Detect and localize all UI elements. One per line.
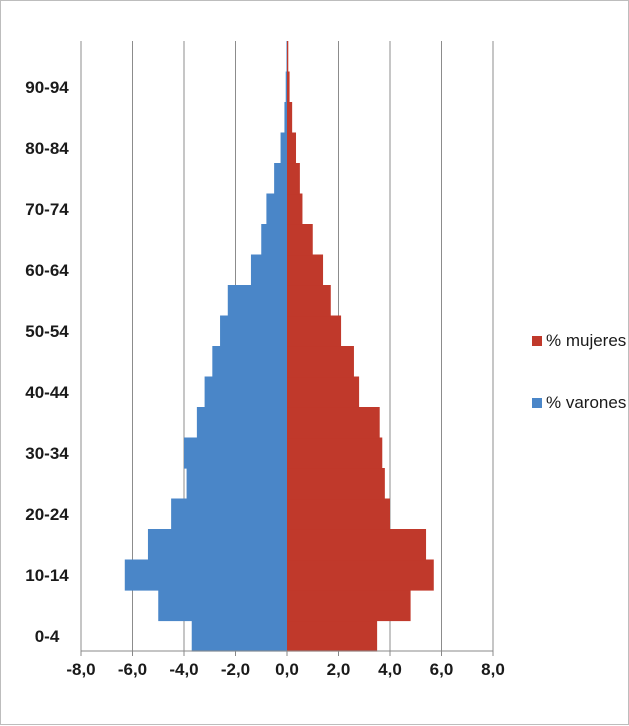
bar-mujeres-90-94 — [287, 71, 290, 103]
bar-varones-50-54 — [220, 315, 287, 347]
bar-varones-60-64 — [250, 254, 287, 286]
legend-swatch — [532, 398, 542, 408]
y-tick-label: 30-34 — [25, 444, 69, 463]
bar-mujeres-95-99 — [287, 41, 289, 73]
bar-varones-35-39 — [196, 407, 287, 439]
y-tick-label: 50-54 — [25, 322, 69, 341]
bar-mujeres-85-89 — [287, 102, 293, 134]
x-tick-label: -4,0 — [169, 660, 198, 679]
bar-varones-15-19 — [147, 529, 287, 561]
x-tick-label: 0,0 — [275, 660, 299, 679]
y-tick-label: 80-84 — [25, 139, 69, 158]
bar-varones-5-9 — [158, 590, 287, 622]
bar-mujeres-25-29 — [287, 468, 385, 500]
bar-varones-75-79 — [274, 163, 287, 195]
legend-swatch — [532, 336, 542, 346]
bar-mujeres-20-24 — [287, 498, 390, 530]
y-tick-label: 10-14 — [25, 566, 69, 585]
y-tick-label: 90-94 — [25, 78, 69, 97]
x-tick-label: -6,0 — [118, 660, 147, 679]
bar-mujeres-80-84 — [287, 132, 297, 164]
series-mujeres-bars — [287, 41, 434, 652]
bar-mujeres-75-79 — [287, 163, 300, 195]
x-tick-label: 8,0 — [481, 660, 505, 679]
bar-varones-65-69 — [261, 224, 287, 256]
bar-varones-45-49 — [212, 346, 287, 378]
bar-mujeres-10-14 — [287, 559, 434, 591]
bar-varones-85-89 — [284, 102, 287, 134]
bar-mujeres-70-74 — [287, 193, 303, 225]
bar-varones-10-14 — [124, 559, 288, 591]
bar-mujeres-50-54 — [287, 315, 342, 347]
x-tick-label: -2,0 — [221, 660, 250, 679]
y-axis-ticks: 0-4 10-14 20-24 30-34 40-44 50-54 60-64 70-74 80… — [25, 78, 69, 646]
bar-varones-55-59 — [227, 285, 287, 317]
bar-varones-95-99 — [286, 41, 287, 73]
bar-mujeres-5-9 — [287, 590, 411, 622]
y-tick-label: 60-64 — [25, 261, 69, 280]
bar-varones-90-94 — [285, 71, 287, 103]
bar-mujeres-30-34 — [287, 437, 383, 469]
bar-varones-0-4 — [191, 620, 287, 652]
series-varones-bars — [124, 41, 288, 652]
y-tick-label: 70-74 — [25, 200, 69, 219]
bar-mujeres-15-19 — [287, 529, 427, 561]
legend-label: % varones — [546, 393, 626, 412]
x-tick-label: 6,0 — [430, 660, 454, 679]
bar-mujeres-65-69 — [287, 224, 313, 256]
x-tick-label: 2,0 — [327, 660, 351, 679]
bar-mujeres-45-49 — [287, 346, 354, 378]
bar-mujeres-40-44 — [287, 376, 360, 408]
bar-mujeres-60-64 — [287, 254, 324, 286]
x-axis-ticks: -8,0 -6,0 -4,0 -2,0 0,0 2,0 4,0 6,0 8,0 — [66, 651, 505, 679]
bar-varones-80-84 — [280, 132, 287, 164]
y-tick-label: 40-44 — [25, 383, 69, 402]
bar-varones-20-24 — [171, 498, 287, 530]
bar-mujeres-0-4 — [287, 620, 378, 652]
bar-mujeres-35-39 — [287, 407, 380, 439]
x-tick-label: 4,0 — [378, 660, 402, 679]
bar-varones-25-29 — [186, 468, 287, 500]
x-tick-label: -8,0 — [66, 660, 95, 679]
bar-mujeres-55-59 — [287, 285, 331, 317]
y-tick-label: 0-4 — [35, 627, 60, 646]
legend-label: % mujeres — [546, 331, 626, 350]
y-tick-label: 20-24 — [25, 505, 69, 524]
bar-varones-70-74 — [266, 193, 287, 225]
bar-varones-30-34 — [184, 437, 287, 469]
legend: % mujeres % varones — [532, 331, 626, 412]
bar-varones-40-44 — [204, 376, 287, 408]
